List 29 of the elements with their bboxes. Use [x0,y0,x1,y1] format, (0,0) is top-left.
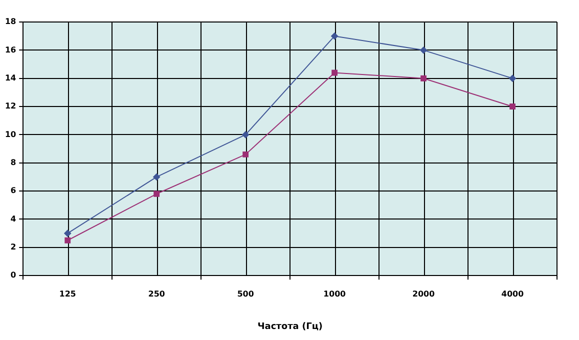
point [64,230,72,237]
y-tick-label: 12 [4,102,16,111]
y-tick-label: 4 [10,214,17,224]
point [509,74,516,82]
x-tick-label: 1000 [323,289,346,298]
point [332,70,338,76]
point [242,131,250,138]
y-tick-label: 8 [10,158,17,167]
point [420,75,427,82]
y-tick-label: 16 [4,45,17,54]
x-tick-label: 2000 [412,289,436,298]
y-tick-label: 14 [4,73,17,82]
point [154,190,160,197]
x-tick-label: 250 [148,289,166,298]
y-tick-label: 10 [4,130,17,139]
y-tick-label: 18 [4,17,17,26]
x-tick-label: 4000 [501,289,524,298]
point [242,151,249,158]
point [331,32,338,40]
y-tick-label: 6 [10,186,17,196]
x-tick-label: 500 [237,289,254,298]
point [64,237,71,244]
point [153,173,160,180]
y-tick-label: 2 [10,242,16,252]
point [420,46,428,54]
y-tick-label: 0 [10,270,17,280]
x-tick-label: 125 [59,289,76,298]
x-axis-title: Частота (Гц) [257,322,323,332]
point [510,104,516,110]
